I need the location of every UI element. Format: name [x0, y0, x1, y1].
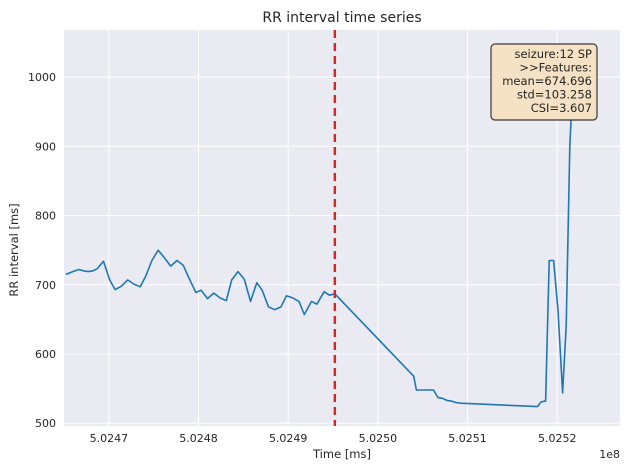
- y-tick-label: 1000: [28, 71, 56, 84]
- feature-annotation-box: seizure:12 SP >>Features: mean=674.696 s…: [490, 43, 598, 121]
- y-axis-label: RR interval [ms]: [7, 203, 21, 296]
- annotation-line-3: mean=674.696: [502, 74, 592, 88]
- y-tick-label: 600: [35, 348, 56, 361]
- x-tick-label: 5.0248: [179, 432, 218, 445]
- rr-series-line: [65, 49, 578, 408]
- x-tick-label: 5.0251: [448, 432, 487, 445]
- annotation-line-5: CSI=3.607: [531, 101, 592, 115]
- y-tick-label: 800: [35, 210, 56, 223]
- x-tick-labels: 5.0247 5.0248 5.0249 5.0250 5.0251 5.0252: [90, 432, 577, 445]
- x-tick-label: 5.0250: [359, 432, 398, 445]
- annotation-line-1: seizure:12 SP: [514, 47, 592, 61]
- annotation-line-2: >>Features:: [519, 61, 592, 75]
- y-tick-label: 700: [35, 279, 56, 292]
- x-tick-label: 5.0247: [90, 432, 129, 445]
- y-tick-labels: 500 600 700 800 900 1000: [28, 71, 56, 430]
- y-tick-label: 900: [35, 140, 56, 153]
- annotation-line-4: std=103.258: [517, 88, 592, 102]
- x-tick-label: 5.0249: [269, 432, 308, 445]
- x-gridlines: [108, 30, 558, 426]
- y-tick-label: 500: [35, 417, 56, 430]
- x-axis-offset-label: 1e8: [599, 448, 620, 461]
- annotation-background: [490, 43, 598, 121]
- x-tick-label: 5.0252: [538, 432, 577, 445]
- chart-title: RR interval time series: [262, 10, 421, 26]
- x-axis-label: Time [ms]: [312, 447, 371, 461]
